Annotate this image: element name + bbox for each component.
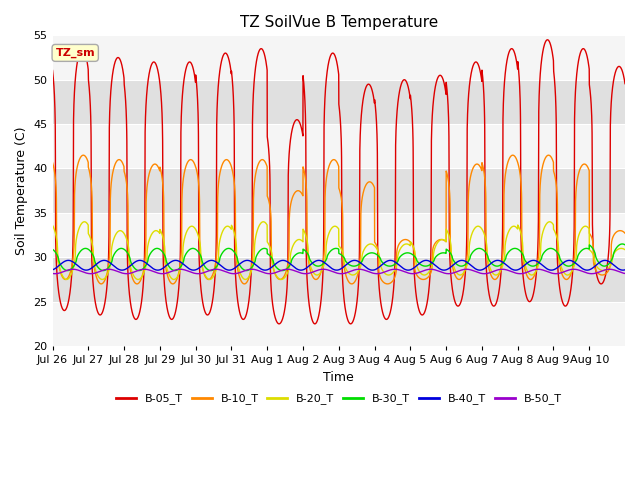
B-30_T — [618, 241, 626, 247]
B-05_T — [360, 91, 368, 96]
B-30_T — [539, 252, 547, 257]
B-30_T — [168, 266, 175, 272]
B-05_T — [524, 298, 532, 303]
B-20_T — [49, 222, 56, 228]
B-30_T — [524, 261, 532, 267]
B-05_T — [391, 262, 399, 268]
B-30_T — [49, 246, 56, 252]
B-20_T — [391, 267, 399, 273]
B-40_T — [391, 259, 399, 265]
B-10_T — [360, 186, 368, 192]
B-40_T — [496, 258, 504, 264]
B-50_T — [168, 269, 175, 275]
B-50_T — [539, 267, 547, 273]
B-30_T — [278, 268, 286, 274]
B-20_T — [168, 275, 175, 281]
B-40_T — [619, 267, 627, 273]
B-50_T — [391, 266, 399, 272]
B-10_T — [539, 162, 547, 168]
Bar — [52, 257, 625, 301]
B-30_T — [360, 254, 368, 260]
B-10_T — [621, 230, 629, 236]
B-05_T — [543, 37, 551, 43]
Bar — [52, 168, 625, 213]
B-50_T — [49, 271, 56, 276]
B-30_T — [496, 263, 504, 268]
B-50_T — [427, 266, 435, 272]
B-30_T — [391, 262, 399, 267]
B-10_T — [496, 268, 504, 274]
B-05_T — [539, 48, 547, 54]
Line: B-10_T: B-10_T — [52, 155, 625, 284]
B-40_T — [539, 263, 547, 268]
Line: B-50_T: B-50_T — [52, 269, 625, 274]
Y-axis label: Soil Temperature (C): Soil Temperature (C) — [15, 126, 28, 255]
B-10_T — [79, 152, 87, 158]
B-40_T — [360, 263, 368, 269]
Line: B-40_T: B-40_T — [52, 260, 625, 270]
B-40_T — [524, 260, 532, 265]
B-20_T — [546, 219, 554, 225]
Line: B-20_T: B-20_T — [52, 222, 625, 279]
B-05_T — [49, 68, 56, 73]
Bar — [52, 124, 625, 168]
B-20_T — [360, 247, 368, 252]
B-30_T — [621, 242, 629, 248]
B-20_T — [621, 247, 629, 252]
B-10_T — [524, 275, 532, 281]
Legend: B-05_T, B-10_T, B-20_T, B-30_T, B-40_T, B-50_T: B-05_T, B-10_T, B-20_T, B-30_T, B-40_T, … — [111, 389, 566, 409]
B-50_T — [360, 267, 368, 273]
B-05_T — [496, 281, 504, 287]
Line: B-05_T: B-05_T — [52, 40, 625, 324]
Title: TZ SoilVue B Temperature: TZ SoilVue B Temperature — [239, 15, 438, 30]
Line: B-30_T: B-30_T — [52, 244, 625, 271]
B-20_T — [277, 276, 285, 282]
B-50_T — [621, 271, 629, 276]
B-50_T — [496, 266, 504, 272]
X-axis label: Time: Time — [323, 371, 354, 384]
B-20_T — [524, 269, 532, 275]
B-20_T — [539, 229, 547, 235]
B-40_T — [65, 257, 72, 263]
B-20_T — [496, 269, 504, 275]
Bar — [52, 213, 625, 257]
B-05_T — [168, 316, 175, 322]
B-40_T — [49, 267, 56, 273]
Text: TZ_sm: TZ_sm — [56, 48, 95, 58]
B-10_T — [168, 280, 175, 286]
B-50_T — [445, 271, 452, 276]
B-40_T — [621, 267, 629, 273]
B-50_T — [524, 269, 532, 275]
B-40_T — [168, 259, 175, 264]
Bar — [52, 36, 625, 80]
B-05_T — [621, 81, 629, 86]
B-10_T — [384, 281, 392, 287]
B-05_T — [275, 321, 283, 327]
Bar — [52, 80, 625, 124]
B-10_T — [391, 274, 399, 279]
B-10_T — [49, 160, 56, 166]
Bar — [52, 301, 625, 346]
